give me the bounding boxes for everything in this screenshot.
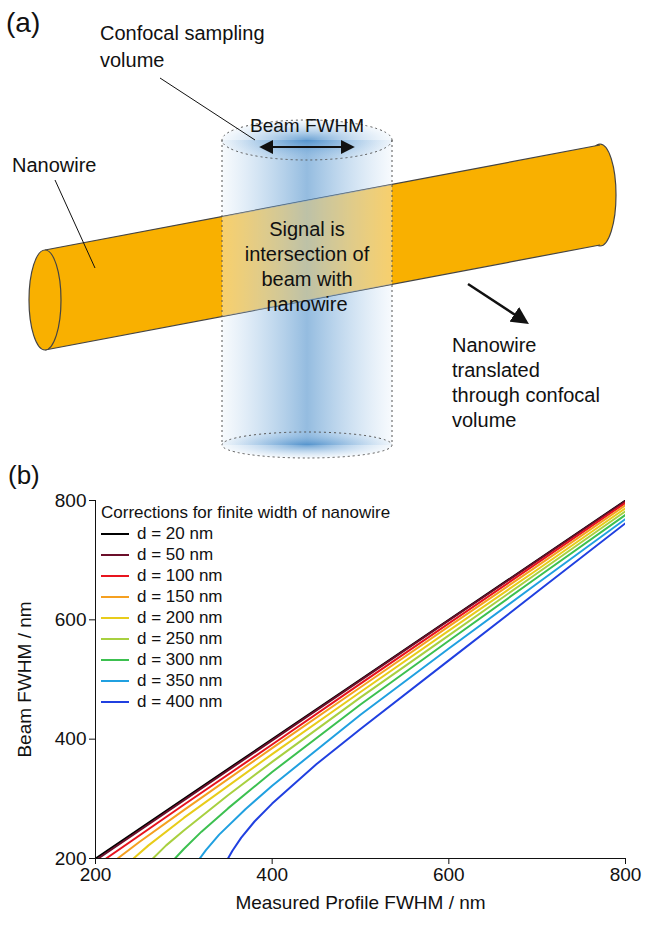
svg-text:600: 600 [55,609,87,630]
html-text:d = 350 nm: d = 350 nm [137,671,223,690]
svg-text:through confocal: through confocal [452,384,600,406]
svg-text:nanowire: nanowire [266,293,347,315]
svg-text:volume: volume [452,409,516,431]
html-text:Corrections for finite width o: Corrections for finite width of nanowire [101,503,391,522]
svg-text:200: 200 [54,847,87,869]
svg-text:200: 200 [80,864,112,885]
svg-text:translated: translated [452,359,540,381]
svg-text:volume: volume [100,49,164,71]
html-text:d = 20 nm: d = 20 nm [137,524,214,543]
svg-text:Nanowire: Nanowire [12,154,96,176]
html-text:d = 100 nm: d = 100 nm [137,566,223,585]
svg-text:600: 600 [433,864,465,885]
svg-text:800: 800 [610,864,642,885]
svg-text:Nanowire: Nanowire [452,334,536,356]
svg-text:intersection of: intersection of [245,243,370,265]
svg-text:Confocal sampling: Confocal sampling [100,22,265,44]
html-text:d = 200 nm: d = 200 nm [137,608,223,627]
svg-text:(a): (a) [6,7,40,38]
html-text:d = 50 nm: d = 50 nm [137,545,214,564]
svg-text:Beam FWHM / nm: Beam FWHM / nm [14,601,35,757]
svg-text:800: 800 [55,490,87,511]
html-text:(b): (b) [8,460,40,490]
html-text:d = 250 nm: d = 250 nm [137,629,223,648]
svg-text:400: 400 [256,864,288,885]
html-text:d = 150 nm: d = 150 nm [137,587,223,606]
svg-text:400: 400 [55,728,87,749]
svg-text:Measured Profile FWHM / nm: Measured Profile FWHM / nm [235,892,485,913]
svg-text:Beam FWHM: Beam FWHM [250,115,364,136]
html-text:d = 400 nm: d = 400 nm [137,692,223,711]
svg-text:Signal is: Signal is [269,218,345,240]
html-text:d = 300 nm: d = 300 nm [137,650,223,669]
svg-text:beam with: beam with [261,268,352,290]
